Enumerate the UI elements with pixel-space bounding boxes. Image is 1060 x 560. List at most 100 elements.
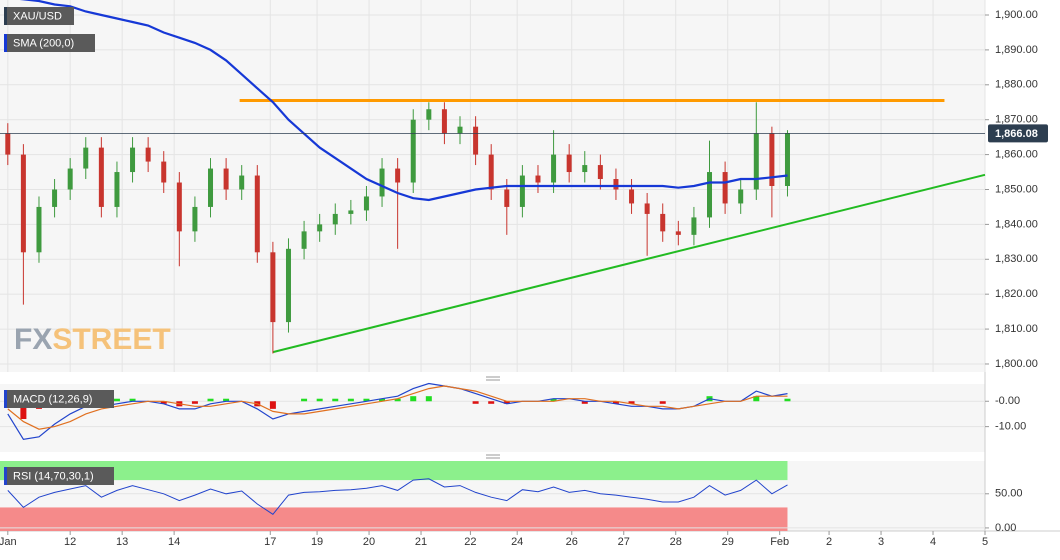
y-tick-label: 1,900.00 [995,9,1038,21]
histogram-bar [207,398,214,402]
candle-body [426,109,432,120]
candle-body [161,161,167,183]
x-tick-label: 20 [363,536,375,548]
histogram-bar [472,401,479,404]
y-tick-label: 1,880.00 [995,79,1038,91]
legend-box [4,34,95,52]
histogram-bar [394,398,401,402]
y-tick-label: 1,800.00 [995,358,1038,370]
candle-body [504,189,510,207]
candle-body [441,109,447,134]
x-tick-label: 27 [618,536,630,548]
candle-body [332,213,338,225]
histogram-bar [503,401,510,404]
line [7,385,788,430]
histogram-bar [612,401,619,404]
y-tick-label: 1,870.00 [995,114,1038,126]
histogram-bar [347,398,354,402]
histogram-bar [301,398,308,402]
candle-body [317,224,323,232]
histogram-bar [784,398,791,402]
histogram-bar [191,401,198,404]
candle-body [67,168,73,190]
y-tick-label: 0.00 [995,522,1016,534]
candle-body [566,154,572,173]
oversold-zone [0,507,788,531]
legend-swatch [4,7,7,25]
y-tick-label: 1,820.00 [995,288,1038,300]
y-tick-label: 1,890.00 [995,44,1038,56]
candle-body [98,147,104,207]
histogram-bar [628,401,635,404]
x-tick-label: 12 [64,536,76,548]
candle-body [208,168,214,207]
candle-body [691,217,697,235]
macd-panel [0,384,985,452]
histogram-bar [753,396,760,402]
x-tick-label: 5 [982,536,988,548]
candle-body [270,252,276,323]
histogram-bar [550,398,557,402]
histogram-bar [363,398,370,402]
histogram-bar [659,401,666,404]
x-tick-label: 22 [464,536,476,548]
legend-box [4,7,74,25]
candle-body [192,206,198,232]
histogram-bar [488,401,495,404]
candle-body [83,147,89,169]
candle-body [176,182,182,232]
legend-label: XAU/USD [13,10,62,22]
candle-body [285,248,291,323]
line [19,0,788,202]
candle-body [519,175,525,207]
y-tick-label: 1,860.00 [995,148,1038,160]
candle-body [473,126,479,155]
x-tick-label: 28 [670,536,682,548]
histogram-bar [581,401,588,404]
x-tick-label: 13 [116,536,128,548]
candle-body [379,168,385,197]
x-tick-label: Jan [0,536,17,548]
watermark-part: FX [14,323,52,356]
candle-body [348,210,354,214]
candle-body [301,231,307,249]
candle-body [52,189,58,207]
panel-handle[interactable] [486,454,500,459]
candle-body [629,189,635,204]
histogram-bar [20,401,27,420]
candle-body [254,175,260,253]
histogram-bar [332,398,339,402]
candle-body [660,213,666,232]
legend-label: MACD (12,26,9) [13,393,92,405]
candle-body [644,203,650,214]
y-tick-label: 1,850.00 [995,183,1038,195]
panel-handle[interactable] [486,376,500,381]
watermark-part: STREET [52,323,170,356]
y-tick-label: 1,840.00 [995,218,1038,230]
candle-body [551,154,557,183]
histogram-bar [160,401,167,404]
legend-swatch [4,34,7,52]
candle-body [582,165,588,173]
histogram-bar [223,398,230,402]
candle-body [753,133,759,190]
trend-line [272,173,986,354]
x-tick-label: 21 [415,536,427,548]
x-tick-label: 4 [930,536,936,548]
candle-body [722,172,728,204]
candle-body [784,133,790,186]
x-tick-label: 19 [311,536,323,548]
y-tick-label: 1,810.00 [995,323,1038,335]
candle-body [20,154,26,253]
histogram-bar [410,396,417,402]
y-tick-label: -10.00 [995,421,1026,433]
candle-body [707,172,713,218]
candle-body [114,172,120,207]
histogram-bar [113,398,120,402]
histogram-bar [425,396,432,402]
legend-label: RSI (14,70,30,1) [13,470,94,482]
candle-body [769,133,775,186]
y-tick-label: -0.00 [995,395,1020,407]
line [7,382,788,440]
